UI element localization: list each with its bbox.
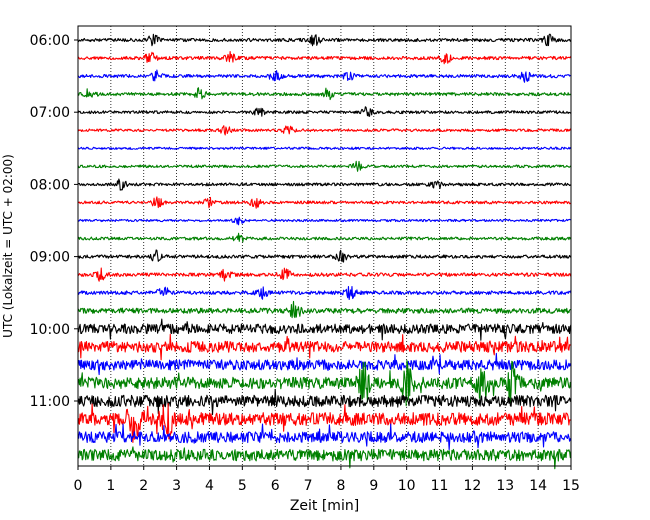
x-tick-label-10: 10 [398, 478, 416, 494]
trace-1030 [77, 352, 572, 376]
x-tick-label-0: 0 [74, 478, 83, 494]
x-axis: 0 1 2 3 4 5 6 7 8 9 10 11 12 13 14 15 [74, 466, 580, 494]
y-tick-label-07:00: 07:00 [30, 105, 70, 121]
x-tick-label-15: 15 [562, 478, 580, 494]
trace-0930 [77, 285, 572, 301]
x-tick-label-5: 5 [238, 478, 247, 494]
x-tick-label-7: 7 [304, 478, 313, 494]
plot-frame [77, 25, 572, 467]
trace-1045 [77, 359, 572, 407]
trace-0700 [77, 106, 572, 117]
trace-0845 [77, 232, 572, 243]
trace-0615 [77, 51, 572, 65]
y-tick-label-09:00: 09:00 [30, 250, 70, 266]
x-tick-label-14: 14 [529, 478, 547, 494]
trace-0730 [77, 146, 572, 150]
y-axis: 06:00 07:00 08:00 09:00 10:00 11:00 [30, 33, 78, 410]
trace-1145 [77, 446, 572, 470]
y-tick-label-11:00: 11:00 [30, 394, 70, 410]
x-tick-label-2: 2 [139, 478, 148, 494]
trace-0645 [77, 87, 572, 101]
trace-1130 [77, 423, 572, 451]
trace-0800 [77, 178, 572, 191]
x-tick-label-8: 8 [336, 478, 345, 494]
trace-1100 [77, 388, 572, 416]
y-tick-label-08:00: 08:00 [30, 177, 70, 193]
trace-0900 [77, 249, 572, 263]
trace-1000 [77, 318, 572, 341]
x-tick-label-3: 3 [172, 478, 181, 494]
trace-0945 [77, 300, 572, 319]
x-tick-label-11: 11 [431, 478, 449, 494]
x-tick-label-13: 13 [496, 478, 514, 494]
trace-layer [77, 33, 572, 470]
x-tick-label-9: 9 [369, 478, 378, 494]
trace-0630 [77, 69, 572, 83]
x-tick-label-12: 12 [463, 478, 481, 494]
x-tick-label-6: 6 [271, 478, 280, 494]
y-tick-label-10:00: 10:00 [30, 322, 70, 338]
y-tick-label-06:00: 06:00 [30, 33, 70, 49]
trace-0915 [77, 267, 572, 282]
trace-0745 [77, 160, 572, 172]
x-axis-label: Zeit [min] [290, 498, 359, 514]
trace-1015 [77, 333, 572, 361]
x-tick-label-4: 4 [205, 478, 214, 494]
trace-0830 [77, 216, 572, 226]
trace-0600 [77, 33, 572, 47]
x-tick-label-1: 1 [106, 478, 115, 494]
trace-0715 [77, 125, 572, 136]
trace-1115 [77, 403, 572, 443]
y-axis-label: UTC (Lokalzeit = UTC + 02:00) [1, 154, 15, 338]
trace-0815 [77, 196, 572, 209]
